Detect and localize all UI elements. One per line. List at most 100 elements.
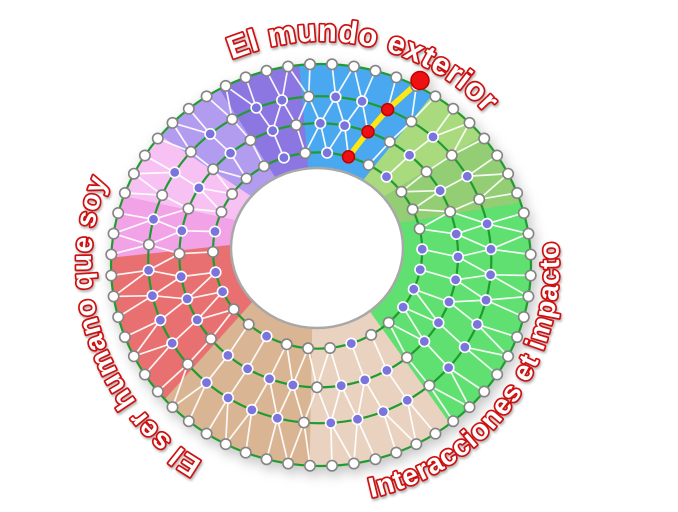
purple-node[interactable] [204, 127, 217, 140]
white-node[interactable] [347, 60, 360, 73]
purple-node[interactable] [321, 146, 334, 159]
highlight-red-node[interactable] [380, 102, 395, 117]
white-node[interactable] [280, 338, 293, 351]
white-node[interactable] [107, 290, 120, 303]
purple-node[interactable] [450, 228, 463, 241]
white-node[interactable] [420, 165, 433, 178]
purple-node[interactable] [250, 101, 263, 114]
white-node[interactable] [302, 342, 315, 355]
purple-node[interactable] [335, 379, 348, 392]
purple-node[interactable] [481, 217, 494, 230]
white-node[interactable] [369, 453, 382, 466]
white-node[interactable] [511, 187, 524, 200]
purple-node[interactable] [484, 243, 497, 256]
purple-node[interactable] [442, 361, 455, 374]
white-node[interactable] [138, 149, 151, 162]
purple-node[interactable] [216, 285, 229, 298]
white-node[interactable] [400, 351, 413, 364]
white-node[interactable] [244, 134, 257, 147]
purple-node[interactable] [416, 243, 429, 256]
white-node[interactable] [522, 290, 535, 303]
white-node[interactable] [219, 438, 232, 451]
white-node[interactable] [382, 316, 395, 329]
highlight-red-node[interactable] [361, 125, 375, 139]
purple-node[interactable] [221, 349, 234, 362]
white-node[interactable] [127, 167, 140, 180]
purple-node[interactable] [458, 341, 471, 354]
white-node[interactable] [260, 453, 273, 466]
highlight-red-node[interactable] [341, 150, 356, 164]
white-node[interactable] [463, 401, 476, 414]
white-node[interactable] [524, 248, 537, 261]
white-node[interactable] [524, 269, 537, 282]
white-node[interactable] [105, 269, 118, 282]
purple-node[interactable] [351, 413, 364, 426]
purple-node[interactable] [397, 301, 410, 314]
white-node[interactable] [323, 341, 336, 354]
white-node[interactable] [282, 60, 295, 73]
purple-node[interactable] [166, 337, 179, 350]
purple-node[interactable] [222, 391, 235, 404]
white-node[interactable] [215, 205, 228, 218]
purple-node[interactable] [266, 124, 279, 137]
white-node[interactable] [142, 238, 155, 251]
white-node[interactable] [302, 90, 315, 103]
purple-node[interactable] [271, 412, 284, 425]
purple-node[interactable] [286, 378, 299, 391]
white-node[interactable] [166, 401, 179, 414]
purple-node[interactable] [192, 181, 205, 194]
white-node[interactable] [181, 358, 194, 371]
highlight-path[interactable] [345, 77, 423, 160]
white-node[interactable] [517, 310, 530, 323]
purple-node[interactable] [142, 264, 155, 277]
white-node[interactable] [227, 303, 240, 316]
purple-node[interactable] [449, 273, 462, 286]
white-node[interactable] [429, 427, 442, 440]
purple-node[interactable] [224, 147, 237, 160]
highlight-red-node[interactable] [410, 70, 430, 91]
white-node[interactable] [173, 247, 186, 260]
white-node[interactable] [390, 71, 403, 84]
purple-node[interactable] [338, 119, 351, 132]
white-node[interactable] [390, 446, 403, 459]
purple-node[interactable] [175, 224, 188, 237]
purple-node[interactable] [275, 94, 288, 107]
purple-node[interactable] [471, 318, 484, 331]
white-node[interactable] [383, 135, 396, 148]
purple-node[interactable] [380, 364, 393, 377]
purple-node[interactable] [401, 394, 414, 407]
white-node[interactable] [282, 457, 295, 470]
white-node[interactable] [112, 207, 125, 220]
white-node[interactable] [105, 248, 118, 261]
white-node[interactable] [297, 416, 310, 429]
white-node[interactable] [127, 350, 140, 363]
purple-node[interactable] [200, 376, 213, 389]
white-node[interactable] [207, 163, 220, 176]
purple-node[interactable] [442, 295, 455, 308]
white-node[interactable] [445, 149, 458, 162]
white-node[interactable] [303, 459, 316, 472]
purple-node[interactable] [260, 330, 273, 343]
white-node[interactable] [405, 115, 418, 128]
white-node[interactable] [369, 64, 382, 77]
white-node[interactable] [410, 438, 423, 451]
purple-node[interactable] [434, 184, 447, 197]
white-node[interactable] [395, 185, 408, 198]
white-node[interactable] [219, 79, 232, 92]
purple-node[interactable] [146, 289, 159, 302]
white-node[interactable] [156, 189, 169, 202]
purple-node[interactable] [380, 170, 393, 183]
purple-node[interactable] [181, 292, 194, 305]
purple-node[interactable] [245, 403, 258, 416]
white-node[interactable] [166, 116, 179, 129]
white-node[interactable] [151, 385, 164, 398]
white-node[interactable] [522, 227, 535, 240]
white-node[interactable] [118, 187, 131, 200]
purple-node[interactable] [418, 335, 431, 348]
white-node[interactable] [362, 158, 375, 171]
white-node[interactable] [478, 132, 491, 145]
white-node[interactable] [239, 446, 252, 459]
purple-node[interactable] [209, 225, 222, 238]
white-node[interactable] [257, 160, 270, 173]
purple-node[interactable] [356, 95, 369, 108]
